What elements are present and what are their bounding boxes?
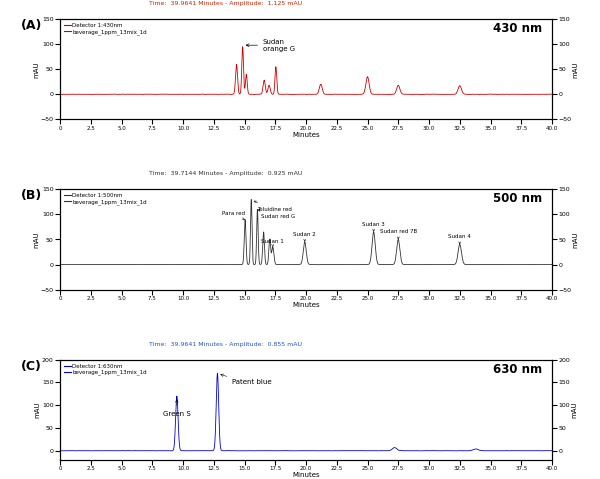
Y-axis label: mAU: mAU	[35, 401, 41, 418]
Text: 630 nm: 630 nm	[493, 363, 542, 376]
Text: Patent blue: Patent blue	[221, 374, 272, 385]
Y-axis label: mAU: mAU	[34, 231, 40, 248]
X-axis label: Minutes: Minutes	[292, 132, 320, 138]
Text: (A): (A)	[20, 19, 42, 32]
Text: Sudan red G: Sudan red G	[258, 210, 295, 219]
Text: Sudan 4: Sudan 4	[448, 235, 471, 244]
Legend: Detector 1:630nm, beverage_1ppm_13mix_1d: Detector 1:630nm, beverage_1ppm_13mix_1d	[63, 363, 148, 376]
Text: Sudan 1: Sudan 1	[262, 239, 284, 247]
X-axis label: Minutes: Minutes	[292, 472, 320, 479]
Text: Sudan red 7B: Sudan red 7B	[380, 229, 417, 239]
Legend: Detector 1:500nm, beverage_1ppm_13mix_1d: Detector 1:500nm, beverage_1ppm_13mix_1d	[63, 192, 148, 206]
Y-axis label: mAU: mAU	[34, 61, 40, 78]
Text: 500 nm: 500 nm	[493, 193, 542, 205]
Legend: Detector 1:430nm, beverage_1ppm_13mix_1d: Detector 1:430nm, beverage_1ppm_13mix_1d	[63, 22, 148, 36]
Text: Sudan 3: Sudan 3	[362, 222, 385, 231]
Y-axis label: mAU: mAU	[571, 401, 577, 418]
Text: Time:  39.9641 Minutes - Amplitude:  1.125 mAU: Time: 39.9641 Minutes - Amplitude: 1.125…	[149, 1, 302, 6]
Text: 430 nm: 430 nm	[493, 22, 542, 35]
Text: Time:  39.7144 Minutes - Amplitude:  0.925 mAU: Time: 39.7144 Minutes - Amplitude: 0.925…	[149, 171, 302, 176]
Text: Para red: Para red	[222, 211, 245, 220]
Text: Sudan
orange G: Sudan orange G	[246, 39, 295, 52]
Text: Sudan 2: Sudan 2	[293, 232, 316, 241]
Text: Toluidine red: Toluidine red	[254, 201, 292, 212]
Y-axis label: mAU: mAU	[572, 61, 578, 78]
Y-axis label: mAU: mAU	[572, 231, 578, 248]
Text: Time:  39.9641 Minutes - Amplitude:  0.855 mAU: Time: 39.9641 Minutes - Amplitude: 0.855…	[149, 342, 302, 347]
X-axis label: Minutes: Minutes	[292, 302, 320, 308]
Text: Green S: Green S	[163, 399, 191, 417]
Text: (B): (B)	[20, 189, 42, 203]
Text: (C): (C)	[20, 360, 41, 373]
